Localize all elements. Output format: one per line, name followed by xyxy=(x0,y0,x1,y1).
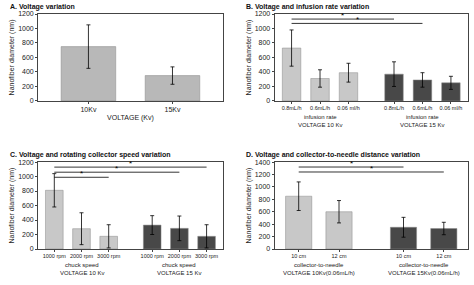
svg-text:800: 800 xyxy=(22,39,34,46)
svg-text:0.06 ml/h: 0.06 ml/h xyxy=(440,105,463,111)
svg-text:1200: 1200 xyxy=(18,10,34,17)
svg-text:2000 rpm: 2000 rpm xyxy=(168,253,192,259)
svg-text:0: 0 xyxy=(266,97,270,104)
svg-text:Nanofiber diameter (nm): Nanofiber diameter (nm) xyxy=(245,20,253,96)
svg-text:200: 200 xyxy=(22,231,34,238)
svg-text:600: 600 xyxy=(22,202,34,209)
svg-text:10Kv: 10Kv xyxy=(80,106,96,113)
svg-text:VOLTAGE 10Kv(0.06mL/h): VOLTAGE 10Kv(0.06mL/h) xyxy=(283,270,355,276)
svg-text:*: * xyxy=(129,159,132,168)
svg-text:600: 600 xyxy=(22,54,34,61)
svg-text:400: 400 xyxy=(259,221,271,228)
svg-text:600: 600 xyxy=(259,208,271,215)
svg-text:VOLTAGE (Kv): VOLTAGE (Kv) xyxy=(107,114,154,122)
svg-text:0: 0 xyxy=(30,97,34,104)
svg-text:3000 rpm: 3000 rpm xyxy=(97,253,121,259)
svg-text:0.6mL/h: 0.6mL/h xyxy=(310,105,330,111)
svg-text:1000: 1000 xyxy=(18,173,34,180)
svg-text:1000 rpm: 1000 rpm xyxy=(43,253,67,259)
svg-text:VOLTAGE 15 Kv: VOLTAGE 15 Kv xyxy=(400,122,444,128)
svg-text:chuck speed: chuck speed xyxy=(65,262,99,268)
svg-text:0.8mL/h: 0.8mL/h xyxy=(282,105,302,111)
svg-text:collector-to-needle: collector-to-needle xyxy=(294,262,344,268)
svg-text:infusion rate: infusion rate xyxy=(406,114,439,120)
svg-text:*: * xyxy=(356,15,359,24)
svg-text:*: * xyxy=(370,164,373,173)
svg-text:*: * xyxy=(80,169,83,178)
svg-text:*: * xyxy=(341,11,344,20)
svg-text:VOLTAGE 10 Kv: VOLTAGE 10 Kv xyxy=(60,270,104,276)
svg-text:10 cm: 10 cm xyxy=(396,253,411,259)
svg-text:15Kv: 15Kv xyxy=(164,106,180,113)
svg-text:1200: 1200 xyxy=(255,10,271,17)
svg-text:VOLTAGE 15Kv(0.06mL/h): VOLTAGE 15Kv(0.06mL/h) xyxy=(388,270,460,276)
svg-text:800: 800 xyxy=(259,39,271,46)
svg-text:2000 rpm: 2000 rpm xyxy=(70,253,94,259)
svg-text:0.8mL/h: 0.8mL/h xyxy=(384,105,404,111)
svg-text:0: 0 xyxy=(266,245,270,252)
svg-text:400: 400 xyxy=(22,68,34,75)
svg-text:200: 200 xyxy=(259,233,271,240)
svg-text:600: 600 xyxy=(259,54,271,61)
svg-text:800: 800 xyxy=(259,196,271,203)
svg-text:*: * xyxy=(115,164,118,173)
svg-text:12 cm: 12 cm xyxy=(332,253,347,259)
svg-text:0.6mL/h: 0.6mL/h xyxy=(413,105,433,111)
svg-text:1000: 1000 xyxy=(18,25,34,32)
svg-text:12 cm: 12 cm xyxy=(436,253,451,259)
svg-text:*: * xyxy=(350,159,353,168)
svg-text:A. Voltage variation: A. Voltage variation xyxy=(10,3,75,11)
svg-text:400: 400 xyxy=(259,68,271,75)
svg-text:400: 400 xyxy=(22,216,34,223)
svg-text:1200: 1200 xyxy=(255,171,271,178)
svg-text:Nanofiber diameter (nm): Nanofiber diameter (nm) xyxy=(245,168,253,244)
svg-text:1400: 1400 xyxy=(255,159,271,166)
svg-text:10 cm: 10 cm xyxy=(291,253,306,259)
svg-text:Nanofiber diameter (nm): Nanofiber diameter (nm) xyxy=(8,20,16,96)
svg-text:200: 200 xyxy=(259,83,271,90)
svg-text:1000: 1000 xyxy=(255,25,271,32)
svg-text:C. Voltage and rotating collec: C. Voltage and rotating collector speed … xyxy=(10,151,171,159)
svg-text:0: 0 xyxy=(30,245,34,252)
svg-text:chuck speed: chuck speed xyxy=(162,262,196,268)
svg-text:200: 200 xyxy=(22,83,34,90)
svg-text:0.06 ml/h: 0.06 ml/h xyxy=(337,105,360,111)
svg-text:collector-to-needle: collector-to-needle xyxy=(399,262,449,268)
svg-text:1000: 1000 xyxy=(255,183,271,190)
svg-text:3000 rpm: 3000 rpm xyxy=(195,253,219,259)
svg-text:1200: 1200 xyxy=(18,159,34,166)
svg-text:Nanofiber diameter (nm): Nanofiber diameter (nm) xyxy=(8,168,16,244)
svg-text:800: 800 xyxy=(22,187,34,194)
svg-text:infusion rate: infusion rate xyxy=(304,114,337,120)
svg-text:D. Voltage and collector-to-ne: D. Voltage and collector-to-needle dista… xyxy=(246,151,420,159)
svg-text:VOLTAGE 15 Kv: VOLTAGE 15 Kv xyxy=(157,270,201,276)
svg-text:B. Voltage and infusion rate v: B. Voltage and infusion rate variation xyxy=(246,3,369,11)
svg-text:1000 rpm: 1000 rpm xyxy=(141,253,165,259)
svg-text:VOLTAGE 10 Kv: VOLTAGE 10 Kv xyxy=(298,122,342,128)
